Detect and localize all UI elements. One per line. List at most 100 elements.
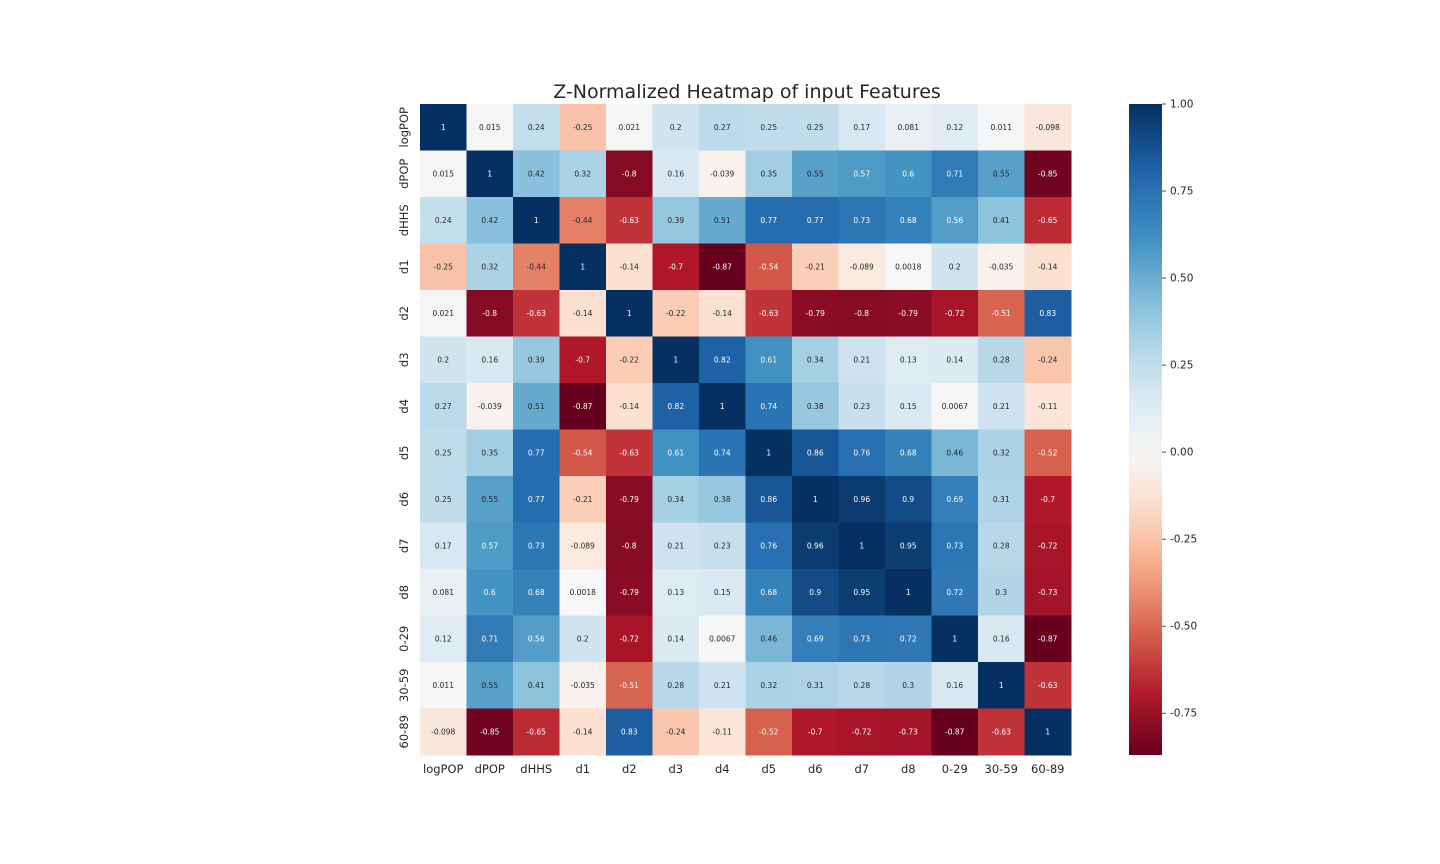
cell-value-label: -0.73 [899,727,919,736]
heatmap-cell [466,476,514,523]
cell-value-label: 0.17 [853,123,870,132]
x-tick-label: d5 [761,762,776,776]
heatmap-cell [885,476,932,523]
heatmap-cell [420,522,467,570]
heatmap-cell [420,243,467,291]
cell-value-label: -0.73 [1038,588,1058,597]
cell-value-label: -0.63 [992,727,1012,736]
cell-value-label: 0.21 [667,541,684,550]
heatmap-cell [838,383,886,430]
cell-value-label: -0.52 [1038,448,1058,457]
cell-value-label: 0.35 [481,448,498,457]
cell-value-label: 0.12 [435,634,452,643]
cell-value-label: -0.87 [1038,634,1058,643]
heatmap-cell [885,708,932,756]
colorbar-tick-label: 0.50 [1170,273,1193,285]
heatmap-cell [559,383,607,430]
heatmap-cell [513,708,560,756]
heatmap-cell [699,104,746,151]
heatmap-cell [745,708,793,756]
cell-value-label: 0.24 [435,216,452,225]
heatmap-cell [838,476,886,523]
heatmap-cell [652,476,700,523]
cell-value-label: 0.23 [853,402,870,411]
cell-value-label: 0.28 [667,681,684,690]
cell-value-label: 0.51 [528,402,545,411]
cell-value-label: -0.8 [854,309,869,318]
cell-value-label: 1 [1045,727,1050,736]
heatmap-cell [466,150,514,198]
heatmap-cell [466,383,514,430]
heatmap-cell [466,290,514,337]
heatmap-cell [978,522,1025,570]
cell-value-label: 0.55 [807,169,824,178]
colorbar-tick-label: 0.25 [1170,360,1193,372]
heatmap-cell [838,197,886,244]
cell-value-label: -0.65 [1038,216,1058,225]
heatmap-cell [1024,150,1072,198]
cell-value-label: 0.021 [619,123,641,132]
heatmap-cell [420,429,467,477]
cell-value-label: 0.3 [995,588,1007,597]
heatmap-cell [652,708,700,756]
heatmap-cell [420,104,467,151]
heatmap-cell [885,429,932,477]
heatmap-cell [559,708,607,756]
heatmap-cell [606,522,653,570]
heatmap-cell [931,290,979,337]
heatmap-cell [466,615,514,663]
heatmap-cell [420,290,467,337]
heatmap-cell [559,243,607,291]
cell-value-label: -0.79 [620,495,640,504]
heatmap-cell [606,662,653,709]
heatmap-cell [931,383,979,430]
cell-value-label: 0.55 [481,681,498,690]
x-tick-label: d1 [575,762,590,776]
heatmap-cell [466,662,514,709]
cell-value-label: -0.7 [1040,495,1055,504]
heatmap-cell [699,522,746,570]
heatmap-cell [792,290,839,337]
cell-value-label: -0.24 [666,727,686,736]
heatmap-cell [699,336,746,384]
heatmap-cell [559,150,607,198]
chart-title: Z-Normalized Heatmap of input Features [553,81,941,103]
y-tick-label: logPOP [397,107,411,148]
cell-value-label: -0.79 [620,588,640,597]
cell-value-label: 0.25 [435,448,452,457]
cell-value-label: -0.098 [1036,123,1060,132]
heatmap-cell [606,104,653,151]
cell-value-label: 0.9 [902,495,914,504]
heatmap-cell [466,569,514,616]
cell-value-label: 0.16 [481,355,498,364]
cell-value-label: 0.56 [946,216,963,225]
heatmap-cell [513,243,560,291]
cell-value-label: 0.081 [433,588,455,597]
cell-value-label: -0.63 [759,309,779,318]
heatmap-cell [745,569,793,616]
cell-value-label: -0.72 [945,309,965,318]
colorbar-tick-label: 1.00 [1170,99,1193,111]
cell-value-label: 0.21 [993,402,1010,411]
heatmap-cell [792,615,839,663]
heatmap-cell [652,429,700,477]
cell-value-label: 0.25 [760,123,777,132]
heatmap-cell [745,197,793,244]
cell-value-label: 0.16 [993,634,1010,643]
heatmap-cell [838,522,886,570]
y-tick-label: 30-59 [397,669,411,702]
cell-value-label: 0.35 [760,169,777,178]
heatmap-cell [885,336,932,384]
colorbar-tick-label: -0.25 [1170,534,1197,546]
heatmap-cell [931,522,979,570]
heatmap-cell [559,429,607,477]
cell-value-label: -0.22 [620,355,640,364]
y-tick-label: d8 [397,585,411,600]
heatmap-cell [513,104,560,151]
heatmap-cell [978,569,1025,616]
cell-value-label: 0.0018 [570,588,596,597]
cell-value-label: 0.42 [528,169,545,178]
cell-value-label: 0.6 [902,169,914,178]
y-tick-label: dHHS [397,204,411,236]
cell-value-label: -0.14 [1038,262,1058,271]
